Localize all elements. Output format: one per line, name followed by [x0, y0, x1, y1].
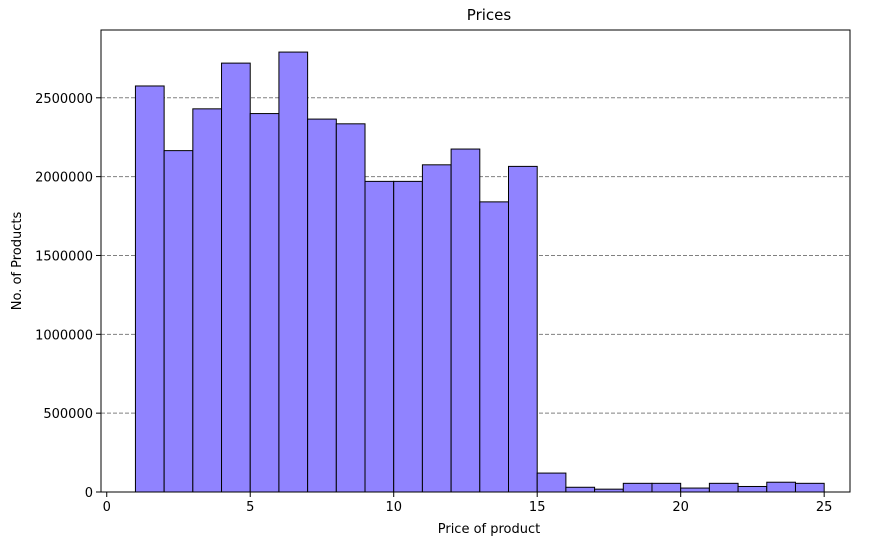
x-tick-label-2: 10 [385, 500, 402, 515]
histogram-bar-7 [335, 123, 366, 493]
histogram-bar-14 [536, 472, 567, 493]
histogram-bar-13 [508, 165, 538, 493]
histogram-bar-10 [421, 164, 452, 493]
histogram-bar-15 [565, 486, 596, 493]
x-tick-label-3: 15 [529, 500, 546, 515]
histogram-bar-18 [651, 482, 682, 493]
histogram-bar-5 [278, 51, 309, 493]
y-tick-label-4: 2000000 [35, 171, 93, 186]
histogram-bar-17 [622, 482, 653, 493]
x-tick-label-0: 0 [103, 500, 111, 515]
histogram-bar-3 [221, 62, 251, 493]
histogram-bar-12 [479, 201, 510, 493]
histogram-bar-4 [249, 113, 280, 493]
histogram-bar-0 [134, 85, 165, 493]
histogram-bar-19 [680, 487, 710, 493]
x-axis-label: Price of product [438, 522, 541, 537]
histogram-bar-20 [708, 482, 739, 493]
y-tick-label-1: 500000 [43, 407, 93, 422]
y-axis: 0 500000 1000000 1500000 2000000 2500000 [35, 92, 101, 501]
histogram-bar-21 [737, 485, 768, 493]
y-tick-label-3: 1500000 [35, 249, 93, 264]
histogram-bar-1 [163, 150, 194, 493]
histogram-bar-6 [307, 118, 337, 493]
histogram-bar-8 [364, 180, 395, 493]
x-tick-label-5: 25 [816, 500, 833, 515]
chart-title: Prices [467, 6, 512, 24]
y-axis-label: No. of Products [10, 212, 25, 311]
histogram-bar-9 [393, 180, 423, 493]
histogram-bars [134, 51, 825, 493]
histogram-bar-22 [766, 481, 796, 493]
histogram-bar-2 [192, 108, 223, 493]
plot-frame [100, 29, 851, 493]
x-tick-label-4: 20 [672, 500, 689, 515]
histogram-bar-23 [794, 482, 825, 493]
y-tick-label-2: 1000000 [35, 328, 93, 343]
y-tick-label-5: 2500000 [35, 92, 93, 107]
x-tick-label-1: 5 [246, 500, 254, 515]
y-tick-label-0: 0 [85, 486, 93, 501]
histogram-bar-11 [450, 148, 481, 493]
x-axis: 0 5 10 15 20 25 [103, 492, 833, 515]
